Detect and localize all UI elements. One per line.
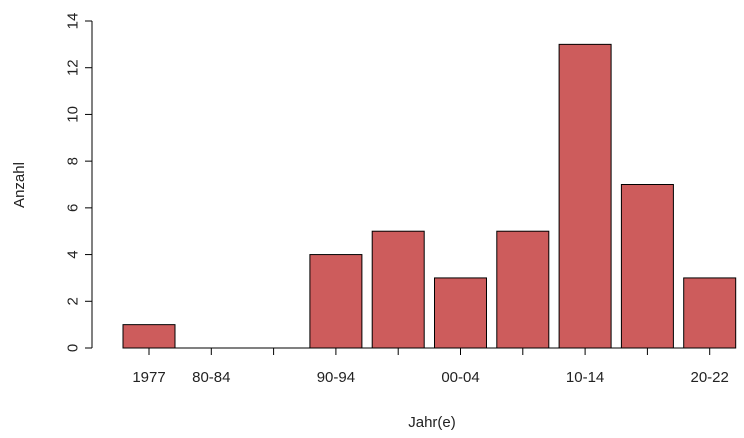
y-tick-label: 2 <box>65 297 82 305</box>
y-tick-label: 4 <box>65 250 82 258</box>
bar-05-09 <box>496 230 550 349</box>
y-tick-label: 14 <box>65 13 82 30</box>
y-tick-label: 6 <box>65 204 82 212</box>
bar-95-99 <box>371 230 425 349</box>
bar-00-04 <box>434 277 487 349</box>
bar-15-19 <box>620 184 674 349</box>
y-axis-label: Anzahl <box>11 162 28 208</box>
y-axis: 0 2 4 6 8 10 12 14 <box>65 13 93 352</box>
y-tick-label: 0 <box>65 344 82 352</box>
y-tick-label: 8 <box>65 157 82 165</box>
x-axis-label: Jahr(e) <box>408 414 456 431</box>
bars <box>122 43 737 349</box>
x-tick-label: 20-22 <box>691 369 729 386</box>
x-tick-label: 00-04 <box>441 369 479 386</box>
x-tick-label: 80-84 <box>192 369 230 386</box>
x-tick-label: 90-94 <box>317 369 355 386</box>
x-tick-label: 1977 <box>132 369 165 386</box>
bar-1977 <box>122 324 176 349</box>
y-tick-label: 10 <box>65 106 82 123</box>
y-tick-label: 12 <box>65 59 82 76</box>
bar-90-94 <box>309 254 363 349</box>
bar-10-14 <box>558 43 612 349</box>
x-axis: 1977 80-84 90-94 00-04 10-14 20-22 <box>132 347 729 386</box>
x-tick-label: 10-14 <box>566 369 604 386</box>
bar-20-22 <box>683 277 737 349</box>
